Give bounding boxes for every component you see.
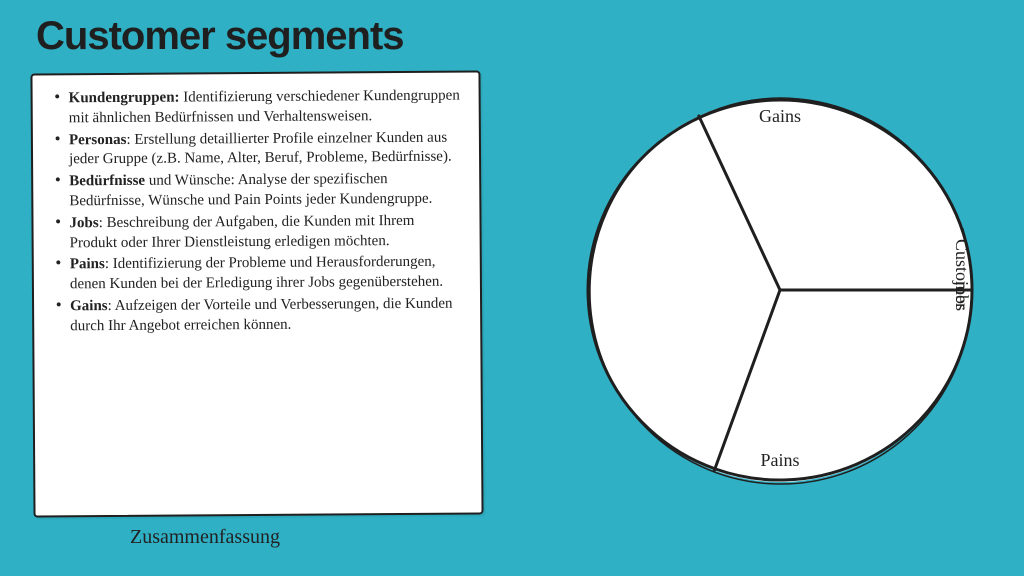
summary-item-body: : Erstellung detaillierter Profile einze… bbox=[69, 129, 452, 167]
summary-item: Bedürfnisse und Wünsche: Analyse der spe… bbox=[55, 170, 461, 212]
summary-box: Kundengruppen: Identifizierung verschied… bbox=[30, 70, 483, 517]
diagram-label: Gains bbox=[759, 106, 801, 126]
summary-item: Gains: Aufzeigen der Vorteile und Verbes… bbox=[56, 295, 462, 337]
summary-item-term: Bedürfnisse bbox=[69, 173, 145, 190]
circle-diagram: GainsCustomerjobsPains bbox=[560, 70, 1000, 510]
summary-item-term: Personas bbox=[69, 132, 127, 148]
circle-svg: GainsCustomerjobsPains bbox=[560, 70, 1000, 510]
summary-item-term: Kundengruppen: bbox=[69, 90, 180, 107]
page-title: Customer segments bbox=[36, 14, 404, 59]
summary-caption: Zusammenfassung bbox=[130, 526, 280, 549]
summary-item: Jobs: Beschreibung der Aufgaben, die Kun… bbox=[55, 211, 461, 253]
summary-item-term: Pains bbox=[70, 256, 105, 272]
summary-item-term: Gains bbox=[70, 298, 108, 314]
summary-item-body: : Beschreibung der Aufgaben, die Kunden … bbox=[70, 213, 415, 251]
summary-list: Kundengruppen: Identifizierung verschied… bbox=[55, 87, 463, 337]
summary-item: Kundengruppen: Identifizierung verschied… bbox=[55, 87, 461, 129]
diagram-label: jobs bbox=[952, 280, 972, 311]
summary-item: Personas: Erstellung detaillierter Profi… bbox=[55, 128, 461, 170]
summary-item: Pains: Identifizierung der Probleme und … bbox=[56, 253, 462, 295]
summary-item-term: Jobs bbox=[69, 215, 98, 231]
diagram-label: Pains bbox=[760, 450, 799, 470]
summary-item-body: : Identifizierung der Probleme und Herau… bbox=[70, 254, 443, 292]
summary-item-body: : Aufzeigen der Vorteile und Verbesserun… bbox=[70, 296, 452, 334]
